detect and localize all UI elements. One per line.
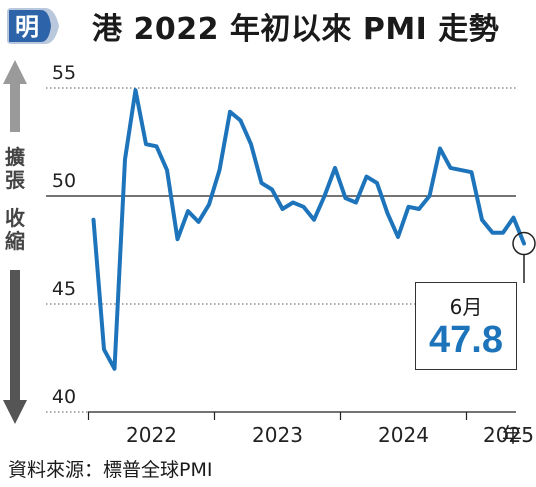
x-tick-label-2022: 2022 xyxy=(126,423,177,447)
latest-value-callout: 6月 47.8 xyxy=(415,282,517,370)
logo-text: 明 xyxy=(15,13,39,41)
contraction-arrow-icon xyxy=(3,270,27,424)
pmi-series-line xyxy=(91,88,526,371)
y-tick-label-50: 50 xyxy=(52,170,76,192)
y-tick-label-40: 40 xyxy=(52,386,76,408)
newspaper-logo: 明 xyxy=(7,8,59,44)
side-label-expand-2: 張 xyxy=(5,168,26,192)
y-tick-label-45: 45 xyxy=(52,278,76,300)
side-label-expand-1: 擴 xyxy=(5,145,25,169)
x-tick-label-2023: 2023 xyxy=(252,423,303,447)
x-tick-label-2025: 2025 xyxy=(483,423,534,447)
chart-title: 港 2022 年初以來 PMI 走勢 xyxy=(92,12,500,47)
x-axis-unit-label: 年 xyxy=(502,423,522,447)
side-label-contract-2: 縮 xyxy=(5,229,25,253)
x-tick-label-2024: 2024 xyxy=(378,423,429,447)
callout-value: 47.8 xyxy=(429,319,503,361)
side-label-contract-1: 收 xyxy=(5,206,25,230)
expansion-arrow-icon xyxy=(3,60,27,132)
y-tick-label-55: 55 xyxy=(52,62,76,84)
callout-month: 6月 xyxy=(449,295,483,319)
source-note: 資料來源：標普全球PMI xyxy=(8,459,213,481)
